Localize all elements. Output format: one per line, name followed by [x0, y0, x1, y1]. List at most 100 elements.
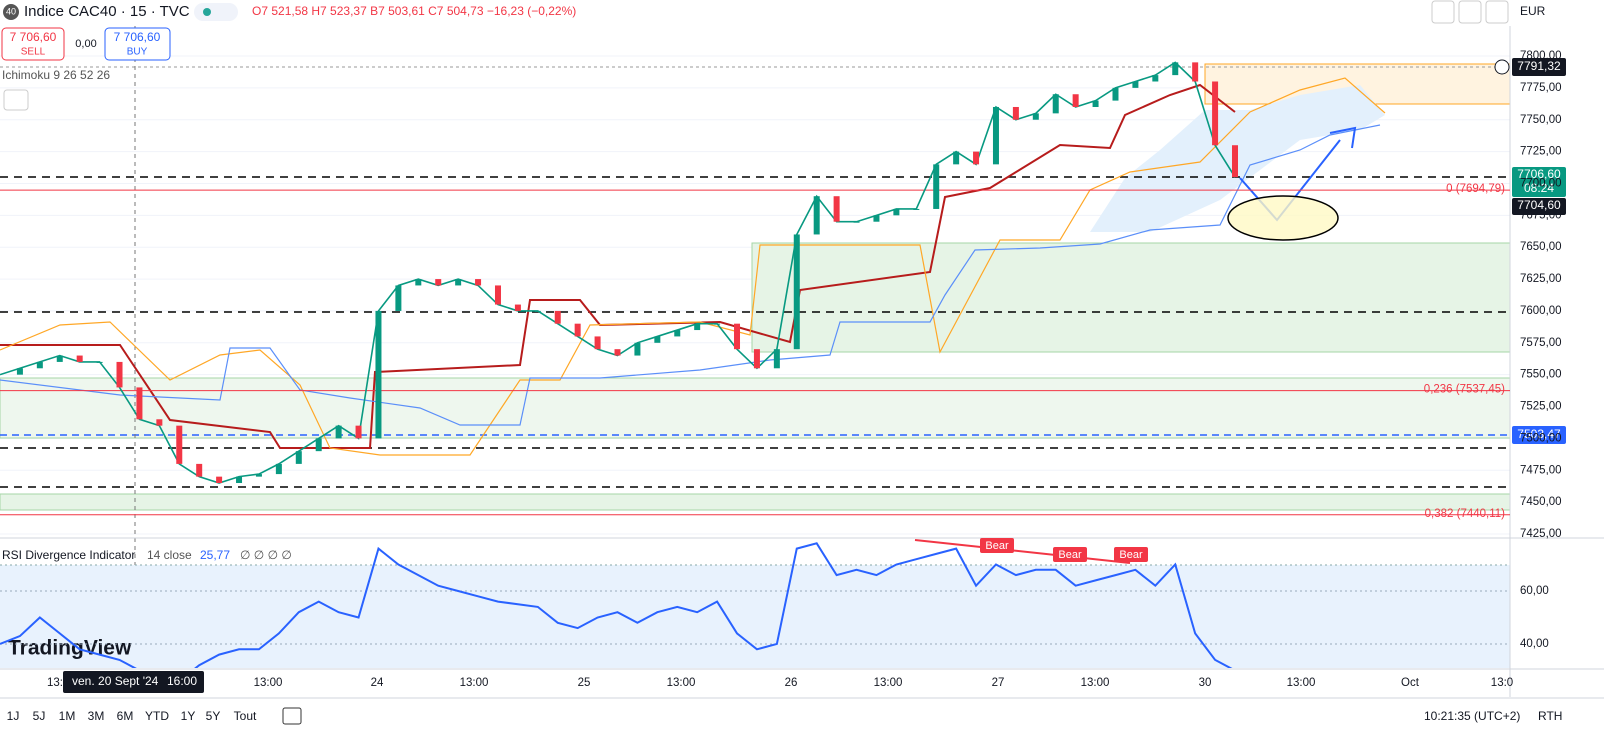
candle	[534, 310, 541, 312]
collapse-button[interactable]	[3, 89, 29, 111]
x-tick-label: 26	[785, 677, 798, 689]
candle	[295, 451, 302, 464]
tool-button[interactable]	[1458, 0, 1482, 24]
tool-button[interactable]	[1485, 0, 1509, 24]
range-button[interactable]: 3M	[88, 709, 105, 723]
candle	[216, 476, 223, 484]
candle	[833, 196, 840, 222]
x-tick-label: 13:00	[874, 677, 903, 689]
rsi-line	[0, 542, 1233, 668]
crosshair-label	[63, 671, 204, 693]
session[interactable]: RTH	[1538, 709, 1562, 723]
demand-zone	[0, 493, 1511, 511]
candle	[76, 355, 83, 362]
range-button[interactable]: 1J	[7, 709, 20, 723]
sell-price[interactable]: 7 706,60	[10, 30, 57, 44]
candle	[1072, 94, 1079, 107]
candle	[654, 336, 661, 343]
price-pane	[0, 61, 1238, 484]
buy-label[interactable]: BUY	[127, 47, 148, 58]
x-tick-label: 13:00	[460, 677, 489, 689]
candle	[773, 349, 780, 369]
candle	[275, 463, 282, 475]
range-button[interactable]: Tout	[234, 709, 257, 723]
high-tag-text: 7791,32	[1517, 59, 1561, 73]
sell-button[interactable]	[1, 27, 65, 61]
candle	[16, 368, 23, 375]
y-tick-label: 7450,00	[1520, 496, 1562, 508]
ohlc: O7 521,58 H7 523,37 B7 503,61 C7 504,73 …	[252, 4, 576, 18]
candle	[734, 323, 741, 350]
y-tick-label: 7525,00	[1520, 401, 1562, 413]
candle	[1212, 81, 1219, 146]
range-button[interactable]: 1M	[59, 709, 76, 723]
candle	[634, 342, 641, 356]
candle	[435, 279, 442, 286]
y-tick-label: 7425,00	[1520, 528, 1562, 540]
bid-tag	[1512, 198, 1566, 215]
y-tick-label: 7800,00	[1520, 50, 1562, 62]
candle	[1092, 100, 1099, 107]
candle	[355, 425, 362, 439]
y-tick-label: 7575,00	[1520, 337, 1562, 349]
spread: 0,00	[75, 38, 96, 50]
y-tick-label: 7600,00	[1520, 305, 1562, 317]
close-tag	[1512, 426, 1566, 444]
candle	[176, 425, 183, 464]
y-tick-label: 7625,00	[1520, 273, 1562, 285]
candle	[514, 304, 521, 311]
candle	[1112, 87, 1119, 101]
candle	[793, 234, 800, 350]
rsi-pane	[0, 542, 1233, 668]
candle	[714, 323, 721, 325]
candle	[375, 310, 382, 439]
candle	[953, 151, 960, 165]
x-tick-label: 30	[1199, 677, 1212, 689]
divergence-line	[914, 539, 1131, 564]
buy-price[interactable]: 7 706,60	[114, 30, 161, 44]
range-button[interactable]: 1Y	[181, 709, 196, 723]
sell-label[interactable]: SELL	[21, 47, 46, 58]
x-tick-label: 13:00	[254, 677, 283, 689]
currency[interactable]: EUR	[1520, 4, 1546, 18]
candle	[494, 285, 501, 305]
candle	[893, 208, 900, 216]
bear-label: Bear	[1119, 549, 1143, 561]
range-button[interactable]: 5J	[33, 709, 46, 723]
rsi-params: 14 close	[147, 548, 192, 562]
candle	[1012, 106, 1019, 120]
candle	[255, 474, 262, 477]
candle	[1152, 75, 1159, 82]
bear-label: Bear	[1058, 549, 1082, 561]
range-button[interactable]: 6M	[117, 709, 134, 723]
candle	[614, 349, 621, 356]
candle	[694, 323, 701, 331]
rsi-name: RSI Divergence Indicator	[2, 548, 135, 562]
add-alert[interactable]	[1494, 59, 1510, 75]
symbol[interactable]: Indice CAC40 · 15 · TVC	[24, 3, 190, 20]
range-button[interactable]: 5Y	[206, 709, 221, 723]
x-tick-label: 13:0	[1491, 677, 1513, 689]
ichimoku-legend: Ichimoku 9 26 52 26	[2, 68, 110, 82]
candle	[1192, 62, 1199, 82]
fib-label: 0,236 (7537,45)	[1424, 384, 1505, 396]
candle	[853, 221, 860, 223]
bear-label: Bear	[985, 540, 1009, 552]
kijun-line	[0, 83, 1236, 449]
candle	[56, 355, 63, 362]
tool-button[interactable]	[1431, 0, 1455, 24]
candle	[973, 151, 980, 165]
candle	[674, 330, 681, 337]
last-tag	[1512, 167, 1566, 197]
x-tick-label: 13:00	[1081, 677, 1110, 689]
rsi-value: 25,77	[200, 548, 230, 562]
candle	[913, 208, 920, 210]
candle	[315, 438, 322, 452]
buy-button[interactable]	[104, 27, 171, 61]
y-tick-label: 7675,00	[1520, 209, 1562, 221]
range-button[interactable]: YTD	[145, 709, 169, 723]
date-range-icon[interactable]	[282, 707, 302, 725]
candle	[813, 196, 820, 235]
candle	[395, 285, 402, 311]
